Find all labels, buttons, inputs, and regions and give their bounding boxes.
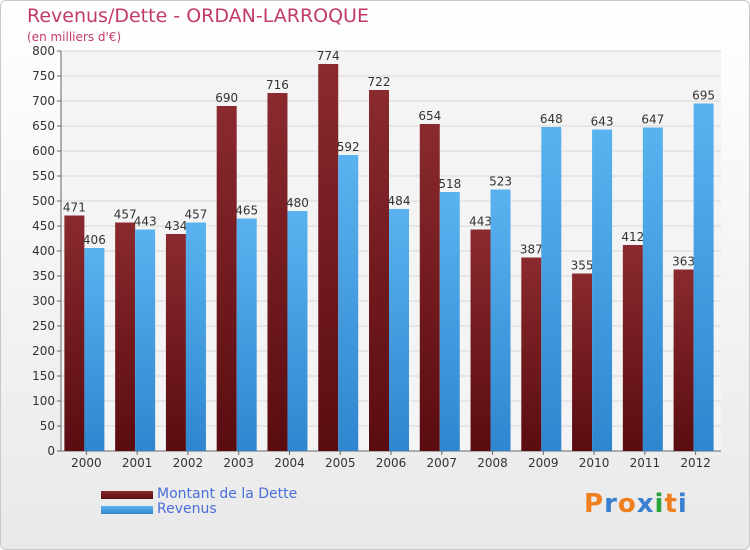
y-tick-label: 350	[32, 269, 55, 283]
y-tick-label: 250	[32, 319, 55, 333]
bar-revenus	[439, 192, 460, 451]
data-label-dette: 774	[317, 49, 340, 63]
bar-dette	[165, 234, 186, 451]
data-label-revenus: 647	[641, 113, 664, 127]
bar-revenus	[338, 155, 359, 451]
x-tick-label: 2012	[680, 456, 711, 470]
data-label-dette: 722	[368, 75, 391, 89]
data-label-dette: 654	[418, 109, 441, 123]
y-tick-label: 450	[32, 219, 55, 233]
data-label-revenus: 518	[438, 177, 461, 191]
bar-revenus	[693, 103, 714, 451]
data-label-dette: 355	[571, 259, 594, 273]
legend-label-dette: Montant de la Dette	[157, 486, 298, 502]
data-label-dette: 457	[114, 208, 137, 222]
data-label-dette: 716	[266, 78, 289, 92]
bar-revenus	[135, 229, 156, 451]
x-tick-label: 2001	[122, 456, 153, 470]
x-tick-label: 2007	[426, 456, 457, 470]
data-label-dette: 443	[469, 215, 492, 229]
y-tick-label: 650	[32, 119, 55, 133]
bar-revenus	[185, 222, 206, 451]
x-tick-label: 2010	[579, 456, 610, 470]
data-label-revenus: 443	[134, 215, 157, 229]
y-tick-label: 700	[32, 94, 55, 108]
bar-dette	[673, 269, 694, 451]
data-label-dette: 387	[520, 243, 543, 257]
x-tick-label: 2006	[376, 456, 407, 470]
legend-swatch-revenus	[101, 506, 153, 514]
data-label-revenus: 648	[540, 112, 563, 126]
data-label-revenus: 695	[692, 89, 715, 103]
x-tick-label: 2009	[528, 456, 559, 470]
data-label-dette: 471	[63, 201, 86, 215]
bar-dette	[115, 222, 136, 451]
y-tick-label: 400	[32, 244, 55, 258]
logo-letter: x	[636, 489, 655, 519]
data-label-dette: 690	[215, 91, 238, 105]
logo-letter: i	[677, 489, 688, 519]
legend-label-revenus: Revenus	[157, 501, 217, 517]
data-label-dette: 412	[621, 230, 644, 244]
legend-swatch-dette	[101, 491, 153, 499]
data-label-revenus: 523	[489, 175, 512, 189]
x-tick-label: 2008	[477, 456, 508, 470]
data-label-revenus: 406	[83, 233, 106, 247]
logo-letter: o	[617, 489, 637, 519]
bar-dette	[318, 64, 339, 451]
data-label-revenus: 484	[388, 194, 411, 208]
bar-dette	[369, 90, 389, 451]
y-tick-label: 800	[32, 44, 55, 58]
bar-revenus	[84, 248, 105, 451]
y-tick-label: 600	[32, 144, 55, 158]
data-label-revenus: 592	[337, 140, 360, 154]
x-tick-label: 2000	[71, 456, 102, 470]
data-label-dette: 434	[164, 219, 187, 233]
data-label-revenus: 480	[286, 196, 309, 210]
bar-dette	[64, 215, 85, 451]
y-tick-label: 0	[47, 444, 55, 458]
data-label-revenus: 457	[184, 208, 207, 222]
bar-dette	[419, 124, 440, 451]
y-tick-label: 100	[32, 394, 55, 408]
y-tick-label: 150	[32, 369, 55, 383]
logo-letter: i	[654, 489, 665, 519]
proxiti-logo: Proxiti	[584, 489, 688, 519]
bar-revenus	[389, 209, 409, 451]
bar-dette	[622, 245, 643, 451]
bar-revenus	[236, 218, 257, 451]
bar-revenus	[287, 211, 308, 451]
data-label-dette: 363	[672, 255, 695, 269]
chart-title: Revenus/Dette - ORDAN-LARROQUE	[27, 5, 369, 27]
bar-dette	[267, 93, 288, 451]
y-tick-label: 200	[32, 344, 55, 358]
y-tick-label: 750	[32, 69, 55, 83]
logo-letter: t	[664, 489, 678, 519]
logo-letter: P	[584, 489, 605, 519]
bar-dette	[470, 229, 491, 451]
data-label-revenus: 465	[235, 204, 258, 218]
bar-revenus	[642, 127, 663, 451]
y-tick-label: 300	[32, 294, 55, 308]
y-tick-label: 500	[32, 194, 55, 208]
y-tick-label: 50	[40, 419, 55, 433]
data-label-revenus: 643	[591, 115, 614, 129]
y-tick-label: 550	[32, 169, 55, 183]
x-tick-label: 2005	[325, 456, 356, 470]
bar-dette	[521, 257, 542, 451]
bar-revenus	[541, 127, 562, 451]
x-tick-label: 2002	[173, 456, 204, 470]
chart-subtitle: (en milliers d'€)	[27, 30, 122, 44]
x-tick-label: 2011	[630, 456, 661, 470]
logo-letter: r	[604, 489, 618, 519]
bar-dette	[216, 106, 237, 451]
bar-revenus	[592, 129, 613, 451]
x-tick-label: 2004	[274, 456, 305, 470]
x-tick-label: 2003	[223, 456, 254, 470]
bar-revenus	[490, 189, 511, 451]
bar-dette	[572, 273, 593, 451]
